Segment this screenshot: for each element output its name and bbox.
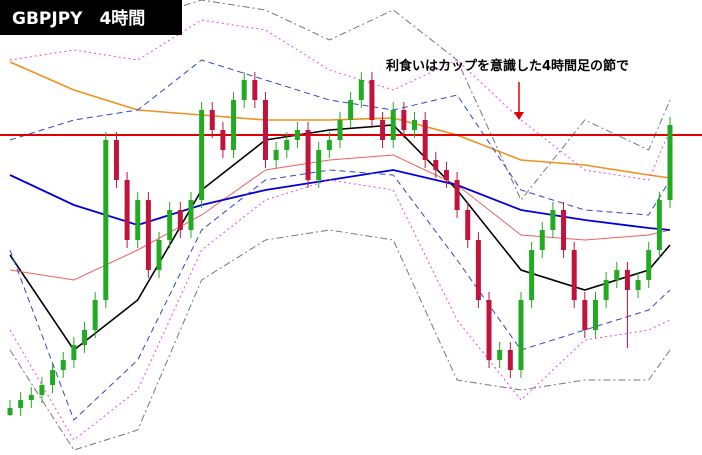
candle-body bbox=[50, 370, 56, 385]
candle-body bbox=[614, 270, 620, 280]
candle-body bbox=[443, 170, 449, 180]
candle-body bbox=[348, 100, 354, 120]
candle-body bbox=[220, 130, 226, 150]
candle-body bbox=[231, 100, 237, 150]
candle-body bbox=[113, 140, 119, 180]
candle-body bbox=[582, 300, 588, 330]
candle-body bbox=[92, 300, 98, 330]
candle-body bbox=[465, 210, 471, 240]
indicator-line bbox=[9, 61, 671, 179]
candle-body bbox=[518, 300, 524, 370]
candle-body bbox=[433, 160, 439, 170]
candle-body bbox=[28, 395, 34, 400]
candle-body bbox=[262, 100, 268, 160]
candle-body bbox=[454, 180, 460, 210]
candle-body bbox=[390, 110, 396, 140]
candle-body bbox=[603, 280, 609, 300]
candle-body bbox=[188, 200, 194, 230]
candle-body bbox=[667, 125, 673, 200]
candle-body bbox=[167, 210, 173, 240]
candle-body bbox=[529, 250, 535, 300]
arrow-head bbox=[514, 112, 524, 120]
indicator-line bbox=[9, 59, 671, 216]
candles bbox=[7, 72, 673, 416]
candle-body bbox=[103, 140, 109, 300]
candle-body bbox=[401, 110, 407, 130]
candle-body bbox=[624, 270, 630, 290]
candle-body bbox=[412, 120, 418, 130]
candle-body bbox=[82, 330, 88, 345]
annotation: 利食いはカップを意識した4時間足の節で bbox=[386, 58, 629, 74]
candle-body bbox=[550, 210, 556, 230]
candle-body bbox=[326, 140, 332, 150]
chart-title: GBPJPY 4時間 bbox=[12, 8, 145, 29]
candle-body bbox=[592, 300, 598, 330]
candle-body bbox=[305, 130, 311, 180]
candle-body bbox=[507, 350, 513, 370]
candle-body bbox=[145, 200, 151, 270]
candle-body bbox=[539, 230, 545, 250]
candle-body bbox=[475, 240, 481, 300]
indicator-line bbox=[9, 179, 671, 441]
candle-body bbox=[71, 345, 77, 360]
candle-body bbox=[199, 110, 205, 200]
candle-body bbox=[486, 300, 492, 360]
candle-body bbox=[18, 400, 24, 408]
candle-body bbox=[316, 150, 322, 180]
title-box bbox=[0, 0, 182, 35]
candle-body bbox=[635, 280, 641, 290]
candle-body bbox=[177, 210, 183, 230]
indicator-line bbox=[9, 169, 671, 421]
candle-body bbox=[135, 200, 141, 240]
candle-body bbox=[369, 80, 375, 120]
candle-body bbox=[284, 140, 290, 150]
candle-body bbox=[252, 80, 258, 100]
indicator-line bbox=[9, 124, 671, 352]
candle-body bbox=[656, 200, 662, 250]
candle-body bbox=[156, 240, 162, 270]
indicator-line bbox=[9, 154, 671, 281]
candle-body bbox=[422, 120, 428, 160]
candle-body bbox=[358, 80, 364, 100]
candle-body bbox=[241, 80, 247, 100]
candle-body bbox=[209, 110, 215, 130]
candle-body bbox=[39, 385, 45, 395]
candle-body bbox=[294, 130, 300, 140]
candle-body bbox=[7, 408, 13, 415]
candle-body bbox=[273, 150, 279, 160]
candle-body bbox=[60, 360, 66, 370]
candle-body bbox=[337, 120, 343, 140]
candle-body bbox=[124, 180, 130, 240]
indicator-line bbox=[9, 19, 671, 181]
candle-body bbox=[380, 120, 386, 140]
candle-body bbox=[646, 250, 652, 280]
candle-body bbox=[561, 210, 567, 250]
indicator-line bbox=[9, 229, 671, 451]
candle-body bbox=[571, 250, 577, 300]
candle-body bbox=[497, 350, 503, 360]
